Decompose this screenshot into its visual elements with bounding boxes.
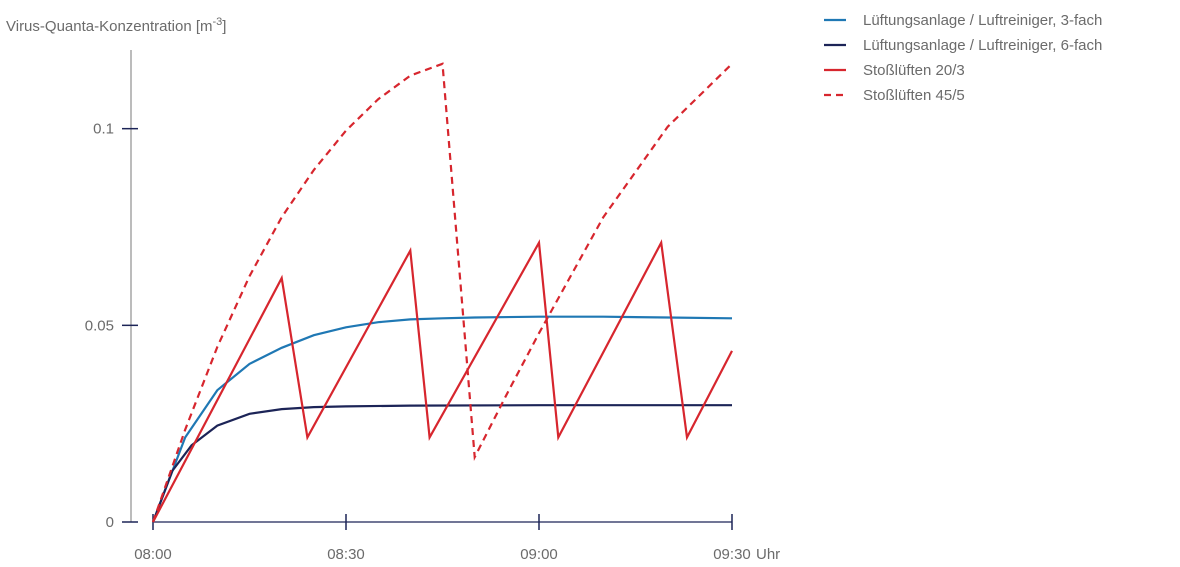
y-axis-title: Virus-Quanta-Konzentration [m-3] <box>6 16 226 35</box>
series-line-4 <box>151 62 733 523</box>
series-line-3 <box>152 239 733 523</box>
y-tick-label: 0.1 <box>93 121 114 138</box>
series-line-2 <box>151 404 732 523</box>
x-axis-unit: Uhr <box>756 546 780 563</box>
x-tick-label: 09:30 <box>713 546 751 563</box>
legend-label: Lüftungsanlage / Luftreiniger, 6-fach <box>863 37 1102 54</box>
legend-label: Stoßlüften 20/3 <box>863 62 965 79</box>
x-tick-label: 09:00 <box>520 546 558 563</box>
legend-label: Lüftungsanlage / Luftreiniger, 3-fach <box>863 12 1102 29</box>
y-tick-label: 0.05 <box>85 317 114 334</box>
x-tick-label: 08:30 <box>327 546 365 563</box>
series-line-1 <box>151 315 733 523</box>
legend-label: Stoßlüften 45/5 <box>863 87 965 104</box>
y-tick-label: 0 <box>106 514 114 531</box>
x-tick-label: 08:00 <box>134 546 172 563</box>
